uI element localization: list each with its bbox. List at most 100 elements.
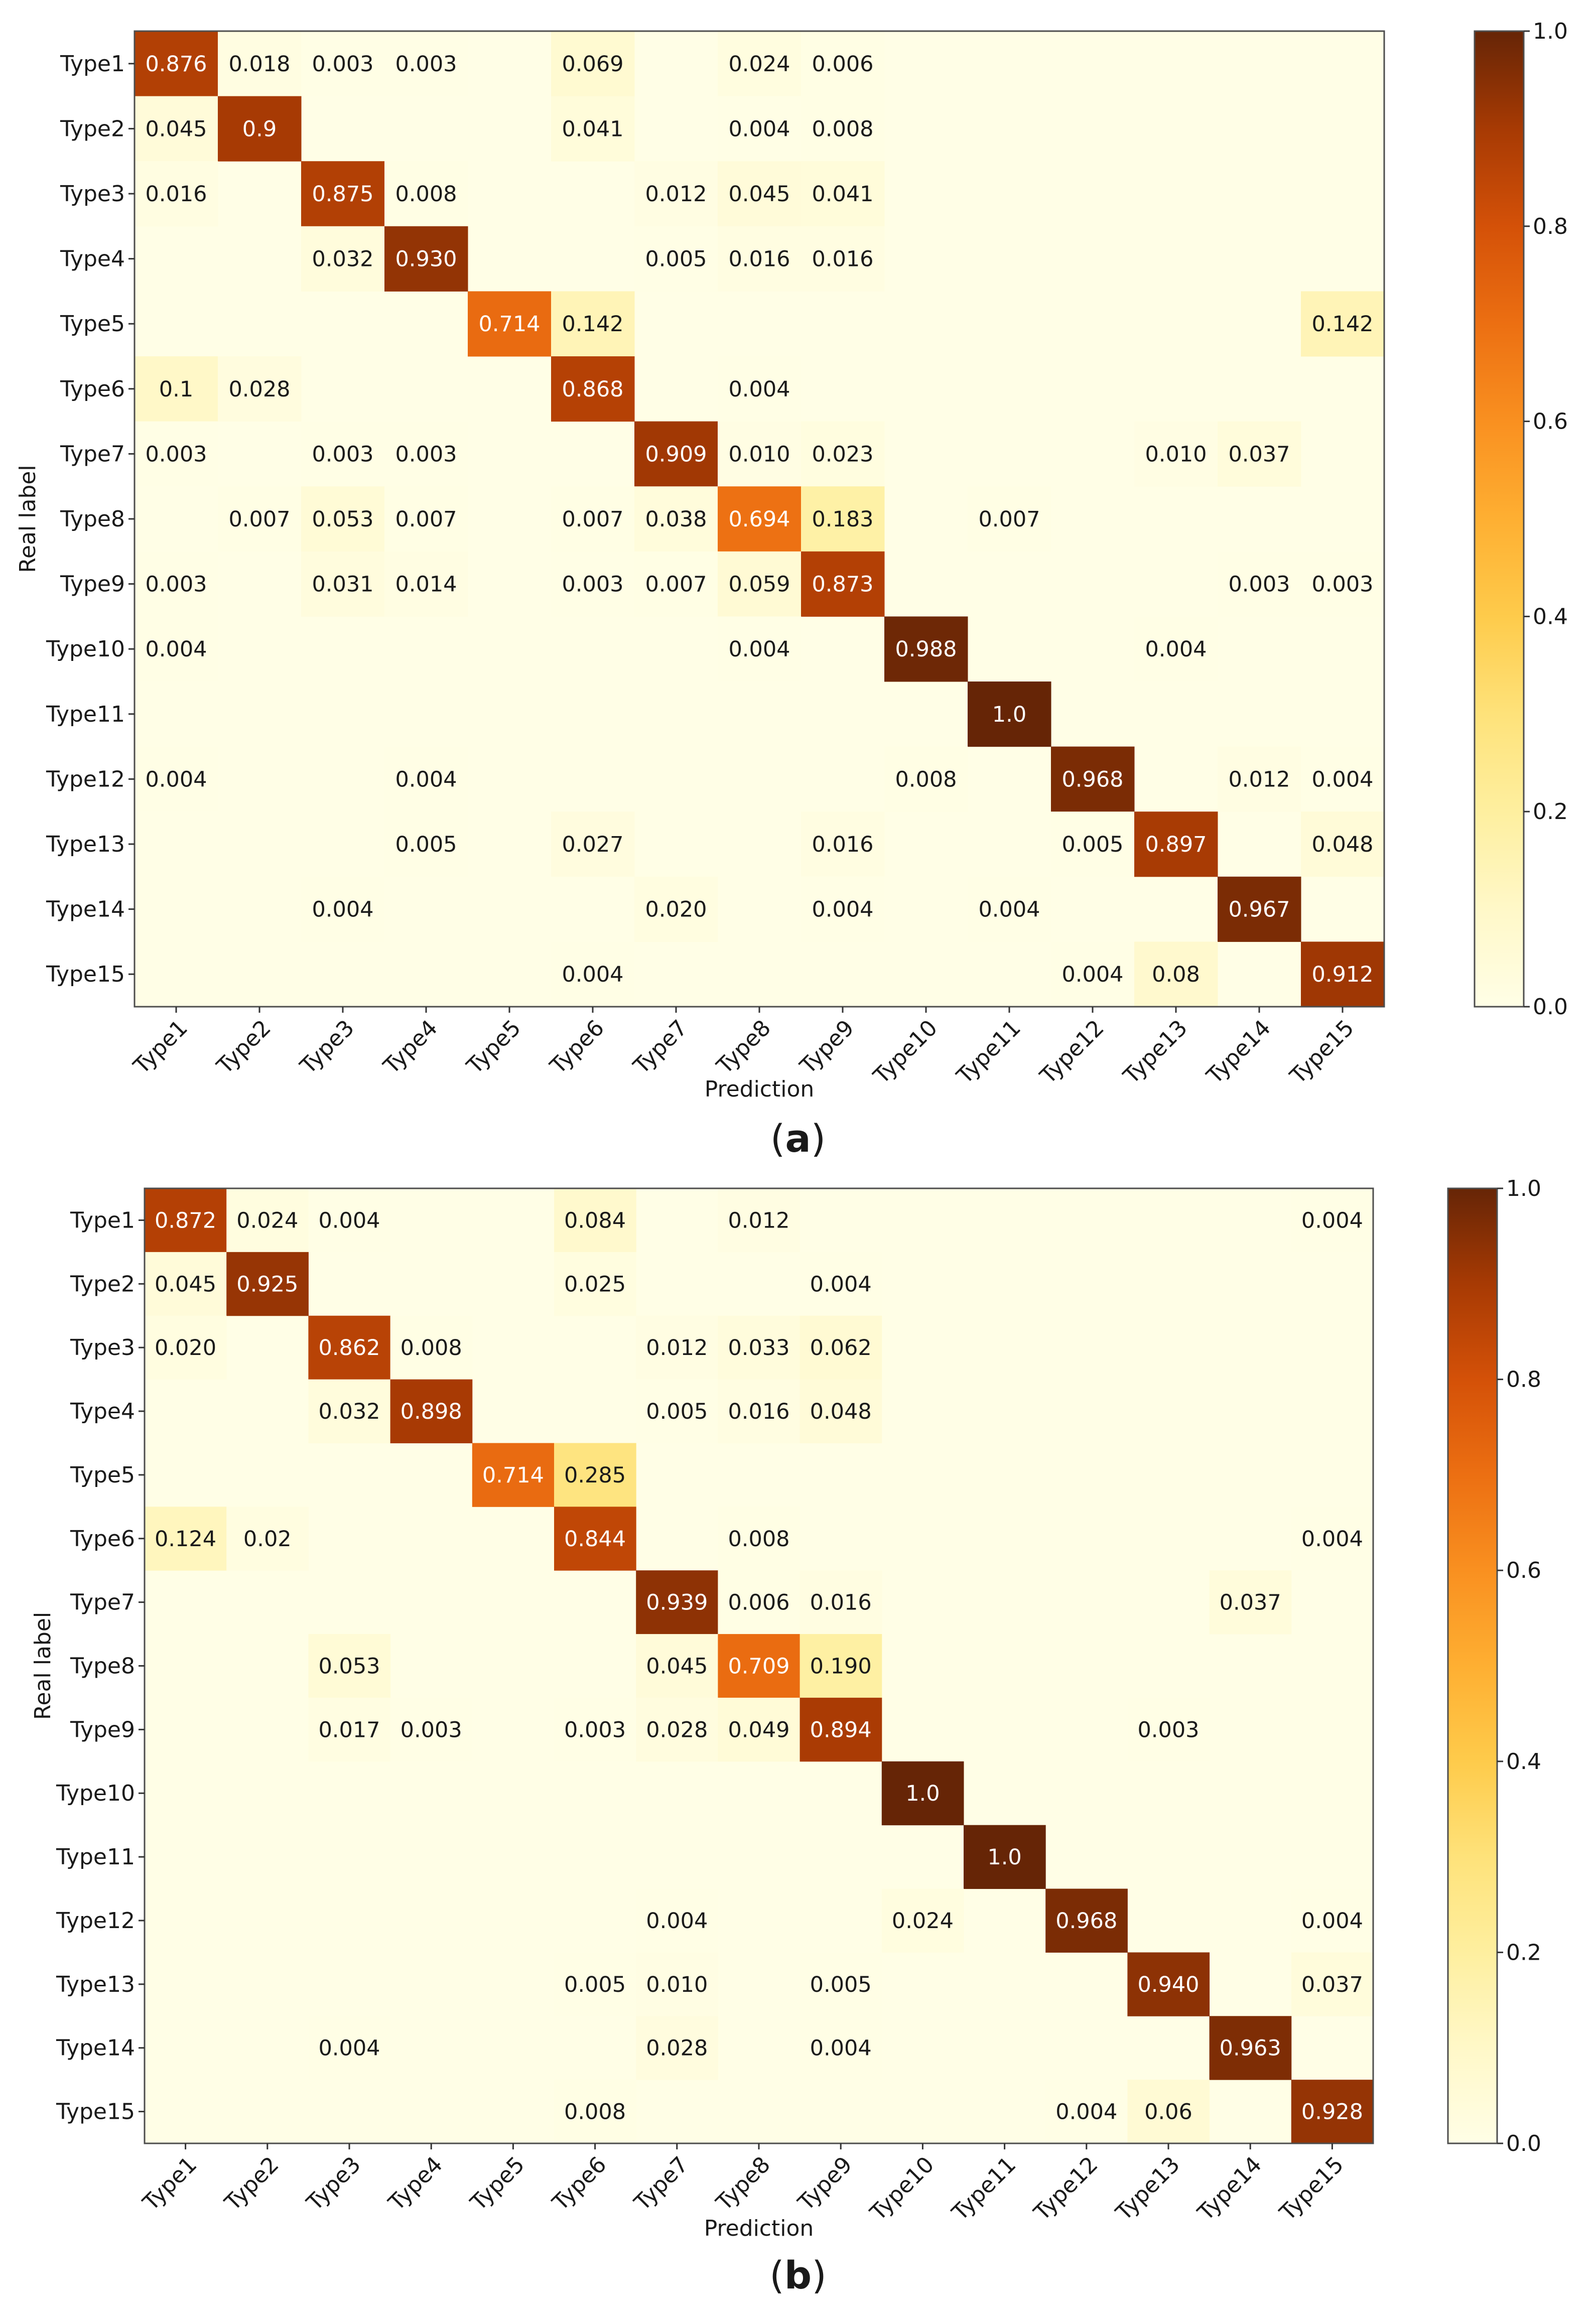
- y-tick-label: Type2: [70, 1271, 135, 1297]
- heatmap-cell: [800, 2016, 882, 2080]
- y-tick-label: Type1: [70, 1207, 135, 1233]
- colorbar-tick-label: 0.0: [1506, 2131, 1541, 2156]
- cell-value-label: 0.06: [1144, 2100, 1192, 2125]
- heatmap-cell: [634, 226, 718, 292]
- heatmap-cell: [384, 811, 468, 877]
- heatmap-cell: [636, 1952, 718, 2016]
- heatmap-cell: [1045, 1888, 1128, 1953]
- heatmap-cell: [1291, 1188, 1374, 1253]
- y-tick-label: Type4: [70, 1399, 135, 1424]
- heatmap-cell: [1218, 876, 1301, 942]
- cell-value-label: 0.1: [159, 377, 193, 402]
- cell-value-label: 0.024: [892, 1909, 954, 1934]
- heatmap-cell: [301, 226, 385, 292]
- cell-value-label: 0.967: [1228, 897, 1290, 922]
- cell-value-label: 0.062: [810, 1335, 872, 1361]
- x-tick-label: Type2: [220, 2152, 284, 2216]
- y-tick-label: Type9: [70, 1717, 135, 1742]
- cell-value-label: 0.005: [1061, 832, 1123, 857]
- cell-value-label: 0.124: [155, 1527, 216, 1552]
- cell-value-label: 0.010: [646, 1972, 708, 1997]
- colorbar-tick-label: 0.4: [1506, 1749, 1541, 1775]
- heatmap-cell: [390, 1697, 473, 1762]
- heatmap-panel-a: 0.876 0.018 0.003 0.003 0.069 0.024 0.006 0.045…: [15, 19, 1568, 1161]
- y-tick-label: Type8: [60, 506, 125, 532]
- cell-value-label: 0.968: [1061, 767, 1123, 792]
- heatmap-cell: [135, 161, 218, 227]
- cell-value-label: 0.004: [318, 1208, 380, 1233]
- y-axis-label: Real label: [15, 465, 41, 573]
- colorbar-tick-label: 0.6: [1533, 409, 1568, 435]
- cell-value-label: 0.045: [728, 182, 790, 207]
- cell-value-label: 0.016: [145, 182, 207, 207]
- heatmap-cell: [800, 1315, 882, 1380]
- cell-value-label: 0.004: [395, 767, 457, 792]
- heatmap-cell: [634, 486, 718, 552]
- heatmap-cell: [800, 1379, 882, 1443]
- heatmap-cell: [718, 1697, 801, 1762]
- cell-value-label: 0.004: [1061, 962, 1123, 987]
- heatmap-cell: [218, 31, 302, 97]
- heatmap-cell: [384, 486, 468, 552]
- heatmap-cell: [1291, 1507, 1374, 1571]
- x-tick-label: Type3: [295, 1015, 359, 1079]
- x-tick-label: Type4: [383, 2152, 448, 2216]
- cell-value-label: 0.031: [312, 572, 373, 597]
- cell-value-label: 0.709: [728, 1654, 789, 1679]
- heatmap-cell: [135, 616, 218, 682]
- heatmap-cell: [634, 161, 718, 227]
- heatmap-cell: [634, 551, 718, 617]
- heatmap-cell: [718, 226, 802, 292]
- heatmap-cell: [135, 356, 218, 422]
- x-tick-label: Type4: [378, 1015, 443, 1079]
- cell-value-label: 0.190: [810, 1654, 872, 1679]
- cell-value-label: 0.012: [1228, 767, 1290, 792]
- heatmap-cell: [1301, 941, 1385, 1007]
- heatmap-cell: [554, 1443, 636, 1507]
- cell-value-label: 0.020: [155, 1335, 216, 1361]
- heatmap-cell: [1127, 1952, 1210, 2016]
- y-tick-label: Type13: [56, 1972, 135, 1997]
- cell-value-label: 0.012: [728, 1208, 789, 1233]
- heatmap-cell: [384, 551, 468, 617]
- heatmap-cell: [135, 31, 218, 97]
- cell-value-label: 0.008: [728, 1527, 789, 1552]
- heatmap-cell: [801, 161, 885, 227]
- heatmap-cell: [636, 1888, 718, 1953]
- cell-value-label: 0.033: [728, 1335, 789, 1361]
- heatmap-cell: [554, 1697, 636, 1762]
- heatmap-cell: [968, 486, 1051, 552]
- cell-value-label: 0.003: [1137, 1717, 1199, 1742]
- cell-value-label: 0.032: [312, 247, 373, 272]
- heatmap-cell: [145, 1252, 227, 1316]
- heatmap-cell: [145, 1507, 227, 1571]
- heatmap-cell: [1291, 2080, 1374, 2144]
- cell-value-label: 0.285: [564, 1463, 626, 1488]
- heatmap-cell: [551, 356, 635, 422]
- cell-value-label: 0.003: [312, 52, 373, 77]
- cell-value-label: 0.016: [812, 832, 873, 857]
- cell-value-label: 0.008: [564, 2100, 626, 2125]
- y-tick-label: Type12: [56, 1908, 135, 1934]
- cell-value-label: 0.004: [1301, 1527, 1363, 1552]
- cell-value-label: 0.003: [401, 1717, 462, 1742]
- heatmap-cell: [718, 1634, 801, 1698]
- heatmap-cell: [554, 1188, 636, 1253]
- heatmap-cell: [308, 1697, 391, 1762]
- cell-value-label: 1.0: [992, 702, 1026, 727]
- cell-value-label: 0.714: [478, 312, 540, 337]
- cell-value-label: 0.872: [155, 1208, 216, 1233]
- cell-value-label: 0.868: [562, 377, 623, 402]
- x-tick-label: Type6: [545, 1015, 609, 1079]
- cell-value-label: 0.988: [895, 637, 957, 662]
- cell-value-label: 0.003: [145, 572, 207, 597]
- heatmap-cell: [1291, 1952, 1374, 2016]
- heatmap-cell: [308, 1379, 391, 1443]
- heatmap-cell: [718, 1315, 801, 1380]
- cell-value-label: 0.003: [564, 1717, 626, 1742]
- y-tick-label: Type11: [56, 1844, 135, 1870]
- heatmap-cell: [1127, 2080, 1210, 2144]
- y-tick-label: Type9: [60, 572, 125, 597]
- x-tick-label: Type15: [1274, 2152, 1349, 2226]
- cell-value-label: 0.004: [810, 1272, 872, 1297]
